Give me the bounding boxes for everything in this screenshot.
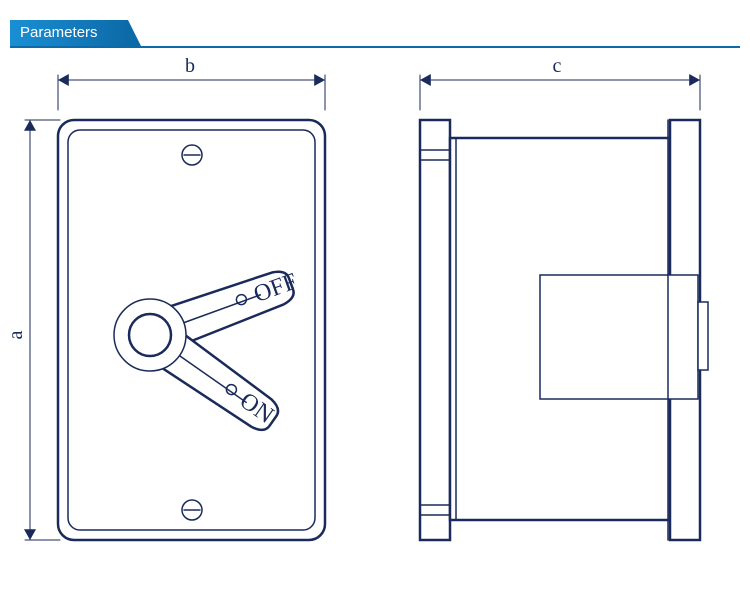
svg-text:c: c (553, 58, 562, 77)
header-title: Parameters (10, 20, 128, 46)
technical-drawing-svg: bcaOFFON (0, 58, 750, 615)
svg-text:a: a (5, 330, 27, 339)
svg-text:b: b (185, 58, 195, 77)
header-bar: Parameters (10, 20, 740, 48)
drawing: bcaOFFON (0, 58, 750, 615)
header-underline (10, 46, 740, 48)
